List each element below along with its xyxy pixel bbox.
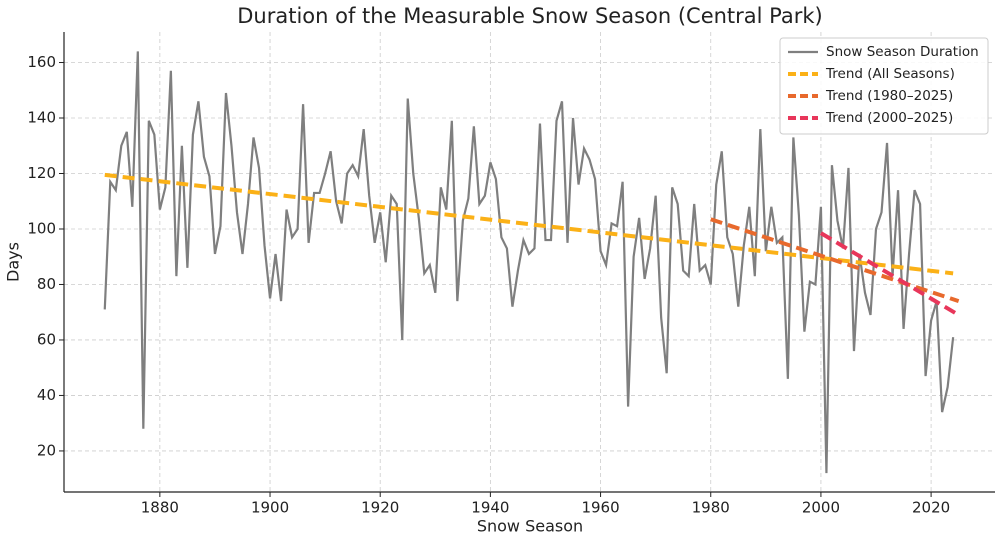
chart-title: Duration of the Measurable Snow Season (… bbox=[237, 4, 823, 28]
x-tick-label: 1880 bbox=[141, 499, 179, 517]
trend-line bbox=[819, 231, 960, 317]
y-tick-label: 100 bbox=[27, 219, 56, 237]
y-axis-label: Days bbox=[4, 242, 23, 282]
legend-label: Snow Season Duration bbox=[826, 44, 979, 60]
x-tick-label: 1920 bbox=[361, 499, 399, 517]
legend-label: Trend (All Seasons) bbox=[825, 66, 955, 82]
y-tick-label: 140 bbox=[27, 109, 56, 127]
y-tick-label: 160 bbox=[27, 53, 56, 71]
x-tick-label: 2020 bbox=[912, 499, 950, 517]
y-tick-label: 20 bbox=[37, 441, 56, 459]
trend-line bbox=[710, 217, 960, 304]
x-tick-label: 2000 bbox=[802, 499, 840, 517]
trend-line bbox=[104, 172, 954, 276]
legend-box bbox=[779, 37, 989, 135]
y-tick-label: 60 bbox=[37, 330, 56, 348]
legend-label: Trend (1980–2025) bbox=[825, 88, 953, 104]
x-tick-label: 1980 bbox=[692, 499, 730, 517]
x-axis-label: Snow Season bbox=[477, 517, 583, 536]
x-tick-label: 1940 bbox=[471, 499, 509, 517]
x-tick-label: 1960 bbox=[581, 499, 619, 517]
legend-label: Trend (2000–2025) bbox=[825, 110, 953, 126]
y-tick-label: 120 bbox=[27, 164, 56, 182]
x-tick-label: 1900 bbox=[251, 499, 289, 517]
data-line bbox=[103, 51, 955, 474]
y-tick-label: 40 bbox=[37, 386, 56, 404]
y-tick-label: 80 bbox=[37, 275, 56, 293]
